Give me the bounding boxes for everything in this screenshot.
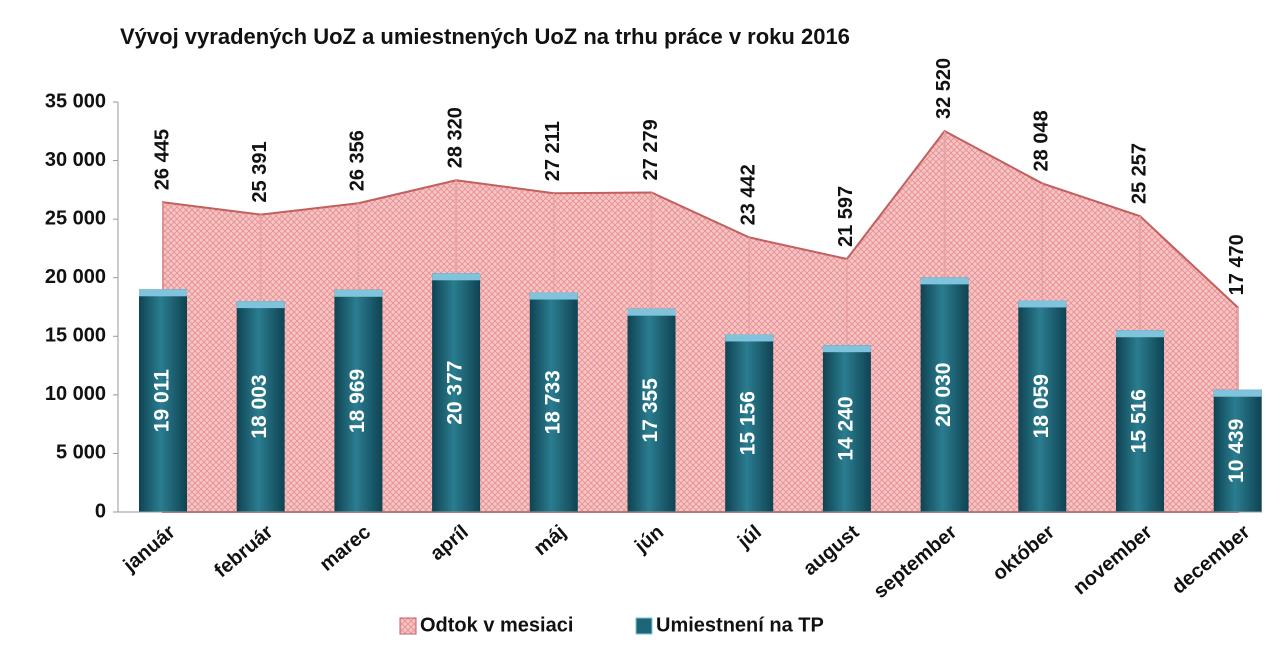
x-tick-label: marec — [316, 521, 375, 576]
x-tick-label: december — [1168, 521, 1255, 599]
data-label: 28 320 — [444, 107, 466, 168]
data-label: 20 377 — [444, 361, 467, 425]
bar — [236, 301, 285, 512]
data-label: 21 597 — [835, 186, 857, 247]
y-tick-label: 25 000 — [45, 207, 106, 229]
x-tick-label: júl — [733, 521, 766, 554]
data-label: 19 011 — [151, 369, 174, 432]
data-label: 25 391 — [249, 141, 271, 202]
bar — [1116, 330, 1164, 512]
x-tick-label: jún — [630, 521, 668, 558]
data-label: 23 442 — [737, 164, 759, 225]
legend-label: Odtok v mesiaci — [420, 614, 573, 636]
data-label: 27 279 — [640, 119, 662, 180]
y-tick-label: 5 000 — [56, 442, 106, 464]
x-tick-label: apríl — [426, 521, 473, 565]
legend-label: Umiestnení na TP — [656, 614, 824, 636]
y-tick-label: 10 000 — [45, 383, 106, 405]
x-tick-label: máj — [530, 521, 571, 560]
bar-cap — [920, 277, 969, 285]
data-label: 25 257 — [1128, 143, 1150, 204]
data-label: 27 211 — [542, 121, 564, 181]
bar — [920, 277, 969, 512]
data-label: 15 156 — [737, 391, 760, 455]
data-label: 18 733 — [541, 370, 564, 434]
bar-cap — [236, 301, 285, 309]
bar — [822, 345, 871, 512]
bar — [627, 308, 676, 512]
y-tick-label: 15 000 — [45, 325, 106, 347]
bar — [1213, 389, 1262, 512]
data-label: 17 355 — [639, 378, 662, 443]
data-label: 32 520 — [933, 58, 955, 119]
bar — [1018, 300, 1067, 512]
bar-cap — [1018, 300, 1067, 308]
bar-cap — [529, 292, 578, 300]
data-label: 20 030 — [932, 363, 955, 427]
bar — [334, 289, 383, 512]
data-label: 17 470 — [1226, 234, 1248, 295]
x-tick-label: august — [799, 521, 864, 580]
x-tick-label: február — [210, 521, 277, 582]
y-tick-label: 0 — [95, 500, 106, 522]
x-tick-label: január — [119, 521, 180, 577]
y-tick-label: 30 000 — [45, 149, 106, 171]
data-label: 18 003 — [248, 374, 271, 438]
y-tick-label: 20 000 — [45, 266, 106, 288]
bar-cap — [334, 289, 383, 297]
legend-swatch — [635, 617, 653, 635]
data-label: 26 445 — [151, 129, 173, 190]
bar-cap — [627, 308, 676, 316]
bar — [725, 334, 774, 512]
bar — [432, 273, 481, 512]
bar-cap — [1116, 330, 1164, 338]
area — [162, 129, 1239, 513]
bar-cap — [1213, 389, 1262, 397]
data-label: 10 439 — [1225, 419, 1248, 483]
legend-swatch — [399, 617, 417, 635]
data-label: 18 059 — [1030, 374, 1053, 438]
chart-title: Vývoj vyradených UoZ a umiestnených UoZ … — [120, 24, 850, 49]
bar-cap — [822, 345, 871, 353]
bar-cap — [725, 334, 774, 342]
x-tick-label: september — [870, 521, 962, 603]
bar-cap — [432, 273, 481, 281]
data-label: 28 048 — [1031, 110, 1053, 171]
data-label: 18 969 — [346, 369, 369, 433]
bar — [529, 292, 578, 512]
bar — [139, 289, 187, 512]
data-label: 26 356 — [347, 130, 369, 191]
y-tick-label: 35 000 — [45, 90, 106, 112]
x-tick-label: november — [1069, 521, 1157, 599]
x-tick-label: október — [989, 521, 1059, 585]
data-label: 14 240 — [834, 396, 857, 460]
bar-cap — [139, 289, 187, 297]
data-label: 15 516 — [1128, 389, 1151, 453]
